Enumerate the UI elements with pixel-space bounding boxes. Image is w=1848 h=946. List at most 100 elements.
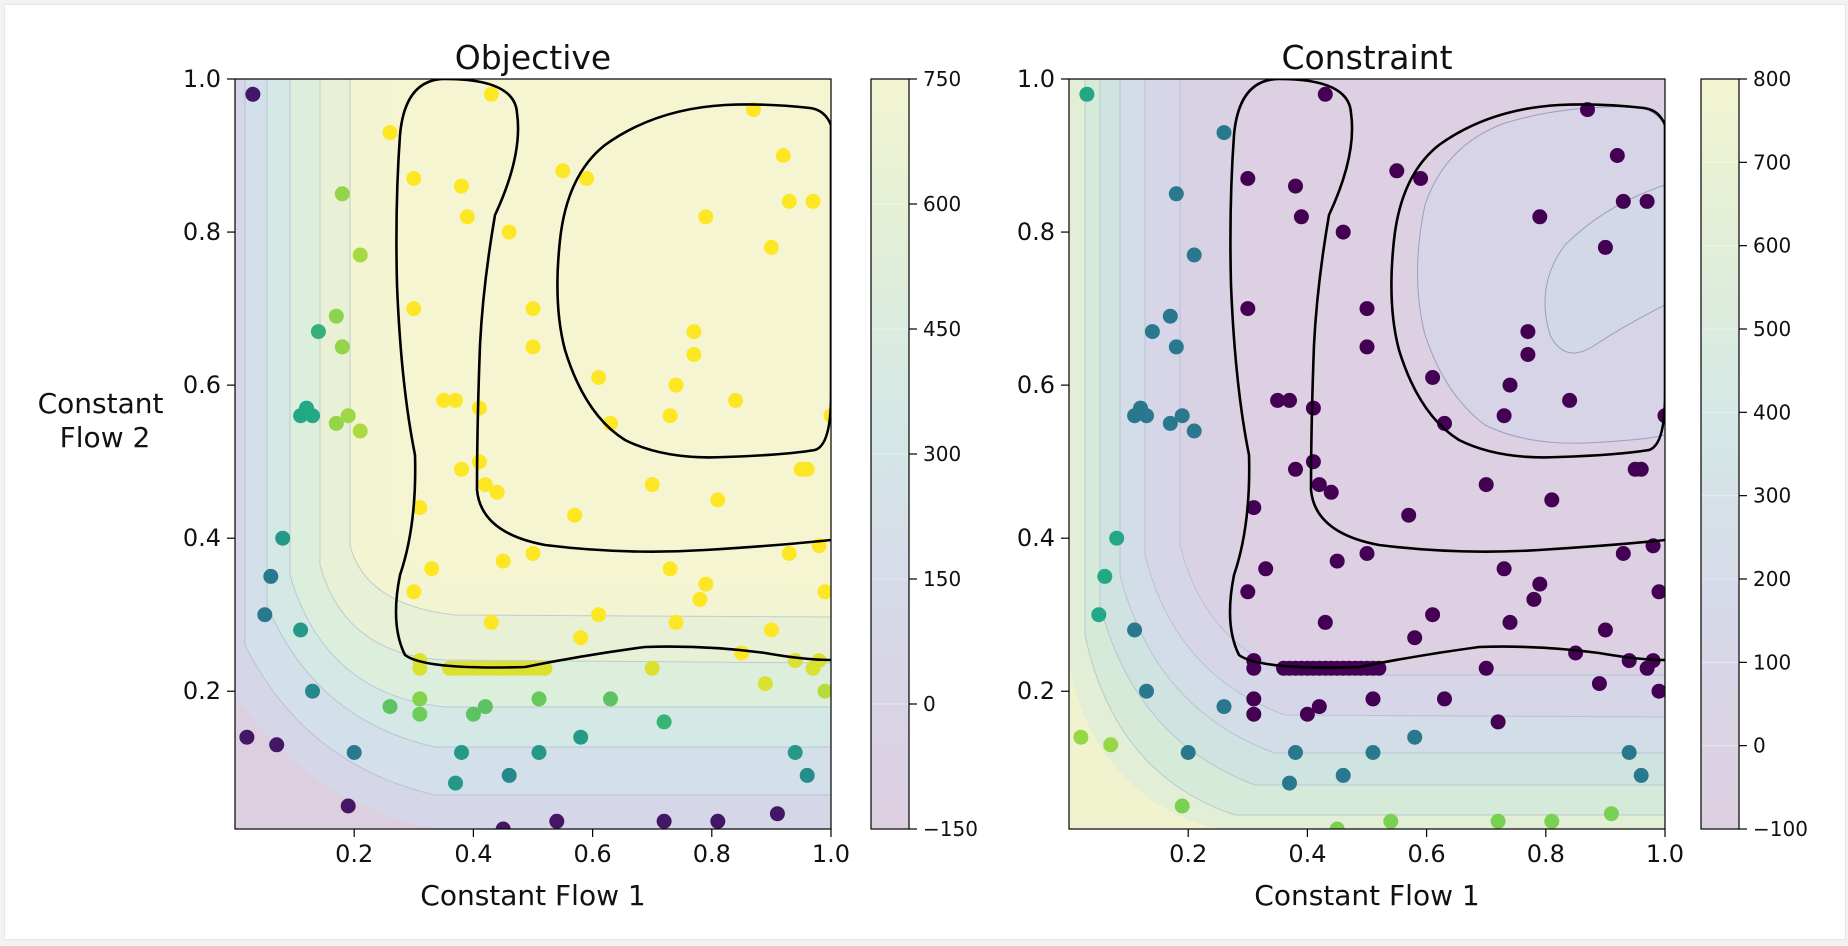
data-point xyxy=(757,676,773,692)
colorbar-tick-label: 750 xyxy=(923,67,961,91)
data-point xyxy=(1490,714,1506,730)
data-point xyxy=(352,247,368,263)
data-point xyxy=(1109,530,1125,546)
data-point xyxy=(1323,484,1339,500)
data-point xyxy=(501,767,517,783)
ytick-label: 0.2 xyxy=(1017,677,1055,705)
data-point xyxy=(471,400,487,416)
data-point xyxy=(328,415,344,431)
data-point xyxy=(495,821,511,829)
objective-contour-fill xyxy=(235,79,831,829)
data-point xyxy=(567,507,583,523)
data-point xyxy=(1365,745,1381,760)
data-point xyxy=(1496,408,1512,424)
data-point xyxy=(656,813,672,829)
data-point xyxy=(328,308,344,324)
data-point xyxy=(1633,461,1649,477)
data-point xyxy=(1299,706,1315,722)
data-point xyxy=(1425,370,1441,385)
data-point xyxy=(1091,607,1107,623)
data-point xyxy=(662,408,678,424)
data-point xyxy=(1359,301,1375,317)
data-point xyxy=(1317,86,1333,102)
ytick-label: 0.8 xyxy=(183,218,221,246)
xtick-label: 0.2 xyxy=(1169,840,1207,868)
data-point xyxy=(1258,561,1274,577)
data-point xyxy=(1288,178,1303,194)
data-point xyxy=(1246,691,1262,707)
data-point xyxy=(1073,729,1089,745)
data-point xyxy=(471,454,487,470)
data-point xyxy=(454,745,469,760)
data-point xyxy=(1532,209,1548,225)
constraint-title: Constraint xyxy=(1281,38,1452,77)
data-point xyxy=(1240,301,1256,317)
data-point xyxy=(483,614,499,630)
data-point xyxy=(573,729,589,745)
data-point xyxy=(1216,699,1232,715)
data-point xyxy=(1359,339,1375,355)
data-point xyxy=(1144,324,1160,340)
data-point xyxy=(1097,568,1113,584)
data-point xyxy=(817,683,831,699)
colorbar-tick-label: 0 xyxy=(1753,734,1766,758)
data-point xyxy=(1621,745,1637,760)
colorbar-tick-label: 800 xyxy=(1753,67,1791,91)
colorbar-tick-label: 100 xyxy=(1753,650,1791,674)
data-point xyxy=(1633,767,1649,783)
data-point xyxy=(1496,561,1512,577)
colorbar-tick-label: 0 xyxy=(923,692,936,716)
data-point xyxy=(489,484,505,500)
colorbar-tick-label: 600 xyxy=(1753,234,1791,258)
data-point xyxy=(1651,584,1665,600)
objective-ylabel: Constant Flow 2 xyxy=(38,387,173,454)
constraint-panel: Constraint xyxy=(1017,38,1808,912)
data-point xyxy=(257,607,273,623)
data-point xyxy=(668,614,684,630)
data-point xyxy=(591,370,607,385)
data-point xyxy=(1079,86,1095,102)
data-point xyxy=(525,301,541,317)
data-point xyxy=(1139,683,1154,699)
data-point xyxy=(1609,148,1625,163)
data-point xyxy=(1317,614,1333,630)
data-point xyxy=(805,193,821,209)
xtick-label: 0.8 xyxy=(693,840,731,868)
data-point xyxy=(1544,492,1560,508)
data-point xyxy=(1437,691,1452,707)
data-point xyxy=(1180,745,1196,760)
data-point xyxy=(1174,798,1190,814)
data-point xyxy=(781,193,797,209)
data-point xyxy=(1502,614,1518,630)
data-point xyxy=(334,186,350,202)
objective-axes: 0.2 0.4 0.6 0.8 1.0 0.2 0.4 0.6 0.8 1.0 xyxy=(183,65,850,868)
colorbar-tick-label: 150 xyxy=(923,567,961,591)
data-point xyxy=(1293,209,1309,225)
data-point xyxy=(1359,546,1375,561)
data-point xyxy=(1127,622,1143,638)
data-point xyxy=(1651,683,1665,699)
data-point xyxy=(269,737,285,753)
constraint-xlabel: Constant Flow 1 xyxy=(1254,879,1479,912)
data-point xyxy=(1305,454,1321,470)
data-point xyxy=(412,691,428,707)
data-point xyxy=(728,392,744,408)
colorbar-tick-label: 200 xyxy=(1753,567,1791,591)
data-point xyxy=(531,691,547,707)
data-point xyxy=(477,699,493,715)
constraint-contour-fill xyxy=(1069,79,1665,829)
data-point xyxy=(448,392,463,408)
data-point xyxy=(1520,324,1536,340)
data-point xyxy=(1591,676,1607,692)
ytick-label: 0.4 xyxy=(1017,524,1055,552)
data-point xyxy=(1401,507,1417,523)
colorbar-tick-label: −150 xyxy=(923,817,978,841)
data-point xyxy=(1562,392,1578,408)
data-point xyxy=(746,102,761,118)
data-point xyxy=(454,461,469,477)
data-point xyxy=(382,125,398,141)
data-point xyxy=(1282,392,1297,408)
data-point xyxy=(406,584,422,600)
data-point xyxy=(1282,775,1297,791)
